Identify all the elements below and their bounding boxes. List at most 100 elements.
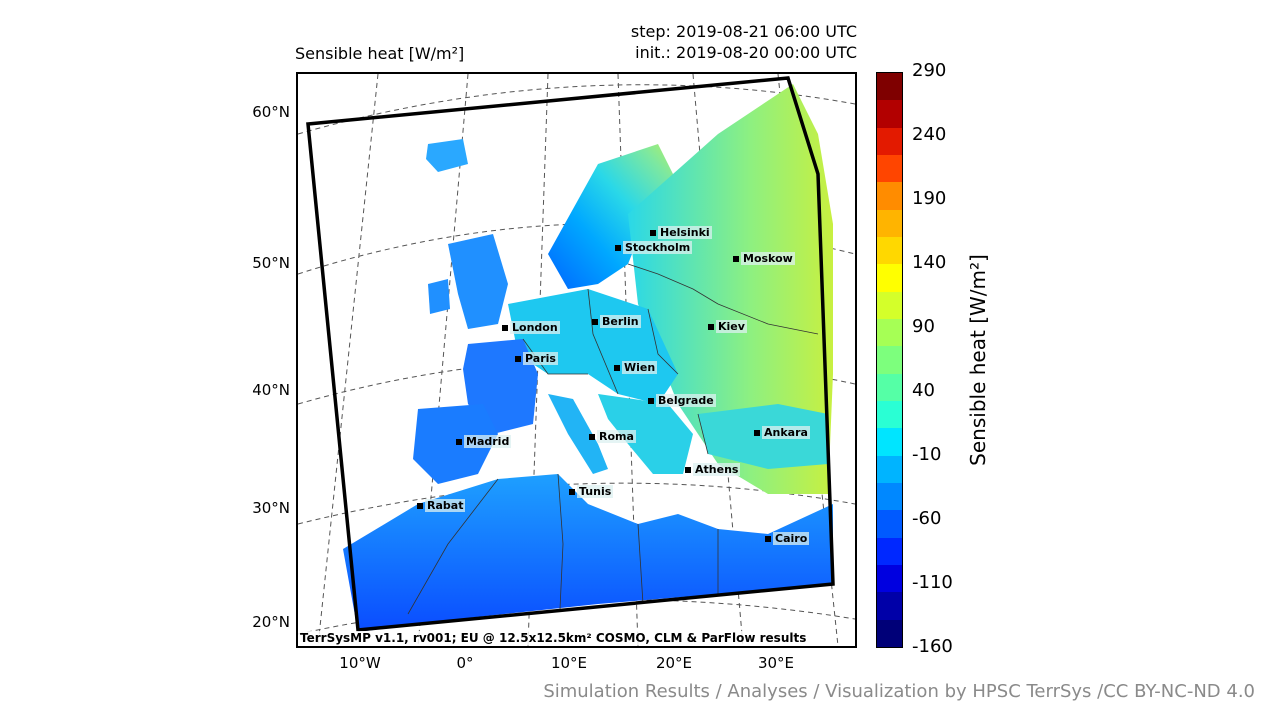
colorbar-segment — [877, 264, 902, 292]
city-label: Roma — [597, 430, 636, 443]
city-dot — [417, 502, 423, 509]
city-label: Helsinki — [658, 226, 712, 239]
lon-label-20e: 20°E — [655, 654, 693, 672]
colorbar-segment — [877, 400, 902, 429]
colorbar-segment — [877, 209, 902, 237]
city-marker-paris: Paris — [515, 352, 558, 365]
colorbar-segment — [877, 619, 902, 647]
colorbar-tick: -10 — [912, 444, 942, 465]
city-marker-moskow: Moskow — [733, 252, 795, 265]
colorbar-segment — [877, 482, 902, 511]
city-marker-madrid: Madrid — [456, 435, 512, 448]
lat-label-60n: 60°N — [252, 103, 290, 121]
city-dot — [589, 433, 595, 440]
city-dot — [708, 323, 714, 330]
city-marker-stockholm: Stockholm — [615, 241, 693, 254]
colorbar-segment — [877, 127, 902, 155]
colorbar-tick: 290 — [912, 60, 947, 81]
domain-boundary — [306, 76, 835, 632]
colorbar-label: Sensible heat [W/m²] — [966, 254, 990, 466]
city-dot — [733, 255, 739, 262]
city-label: London — [510, 321, 560, 334]
colorbar-segment — [877, 182, 902, 210]
city-dot — [648, 397, 654, 404]
lat-label-50n: 50°N — [252, 254, 290, 272]
colorbar-segment — [877, 510, 902, 538]
city-marker-helsinki: Helsinki — [650, 226, 712, 239]
colorbar-segment — [877, 564, 902, 593]
city-marker-london: London — [502, 321, 560, 334]
city-label: Stockholm — [623, 241, 693, 254]
country-borders — [407, 263, 819, 615]
city-marker-belgrade: Belgrade — [648, 394, 716, 407]
city-marker-athens: Athens — [685, 463, 741, 476]
city-label: Cairo — [773, 532, 810, 545]
step-timestamp: step: 2019-08-21 06:00 UTC — [630, 22, 857, 41]
city-label: Kiev — [716, 320, 747, 333]
init-timestamp: init.: 2019-08-20 00:00 UTC — [635, 43, 857, 62]
city-dot — [614, 364, 620, 371]
colorbar-segment — [877, 73, 902, 101]
colorbar-segment — [877, 318, 902, 347]
city-dot — [754, 429, 760, 436]
colorbar-tick: 90 — [912, 316, 935, 337]
map-title: Sensible heat [W/m²] — [295, 44, 465, 63]
colorbar-tick: 140 — [912, 252, 947, 273]
sensible-heat-field — [343, 84, 833, 632]
map-svg — [298, 74, 855, 646]
city-label: Moskow — [741, 252, 795, 265]
city-label: Ankara — [762, 426, 810, 439]
city-dot — [765, 535, 771, 542]
city-dot — [685, 466, 691, 473]
city-marker-tunis: Tunis — [569, 485, 614, 498]
city-marker-kiev: Kiev — [708, 320, 747, 333]
city-label: Paris — [523, 352, 558, 365]
colorbar-tick: 190 — [912, 188, 947, 209]
city-dot — [515, 355, 521, 362]
city-label: Wien — [622, 361, 658, 374]
city-marker-roma: Roma — [589, 430, 636, 443]
colorbar — [876, 72, 903, 648]
colorbar-tick: 240 — [912, 124, 947, 145]
colorbar-segment — [877, 592, 902, 620]
city-label: Berlin — [600, 315, 641, 328]
city-label: Madrid — [464, 435, 512, 448]
city-marker-berlin: Berlin — [592, 315, 641, 328]
lon-label-10e: 10°E — [550, 654, 588, 672]
attribution-footer: Simulation Results / Analyses / Visualiz… — [543, 681, 1255, 702]
city-marker-rabat: Rabat — [417, 499, 466, 512]
city-dot — [650, 229, 656, 236]
colorbar-tick: 40 — [912, 380, 935, 401]
city-marker-cairo: Cairo — [765, 532, 810, 545]
colorbar-tick: -60 — [912, 508, 942, 529]
colorbar-segment — [877, 455, 902, 483]
colorbar-tick: -160 — [912, 636, 953, 657]
lat-label-40n: 40°N — [252, 381, 290, 399]
city-dot — [615, 244, 621, 251]
colorbar-segment — [877, 154, 902, 183]
city-dot — [569, 488, 575, 495]
city-label: Belgrade — [656, 394, 716, 407]
lon-label-10w: 10°W — [339, 654, 381, 672]
city-label: Tunis — [577, 485, 614, 498]
colorbar-segment — [877, 373, 902, 401]
city-label: Rabat — [425, 499, 466, 512]
lat-label-20n: 20°N — [252, 613, 290, 631]
city-dot — [592, 318, 598, 325]
colorbar-segment — [877, 346, 902, 374]
city-marker-ankara: Ankara — [754, 426, 810, 439]
colorbar-segment — [877, 428, 902, 456]
colorbar-segment — [877, 537, 902, 565]
lon-label-30e: 30°E — [757, 654, 795, 672]
colorbar-segment — [877, 291, 902, 319]
model-credit: TerrSysMP v1.1, rv001; EU @ 12.5x12.5km²… — [298, 631, 809, 645]
lat-label-30n: 30°N — [252, 499, 290, 517]
colorbar-tick: -110 — [912, 572, 953, 593]
colorbar-segment — [877, 100, 902, 128]
colorbar-segment — [877, 236, 902, 265]
city-dot — [502, 324, 508, 331]
city-marker-wien: Wien — [614, 361, 658, 374]
city-label: Athens — [693, 463, 741, 476]
map-panel: Helsinki Stockholm Moskow London Berlin … — [296, 72, 857, 648]
lon-label-0: 0° — [456, 654, 474, 672]
